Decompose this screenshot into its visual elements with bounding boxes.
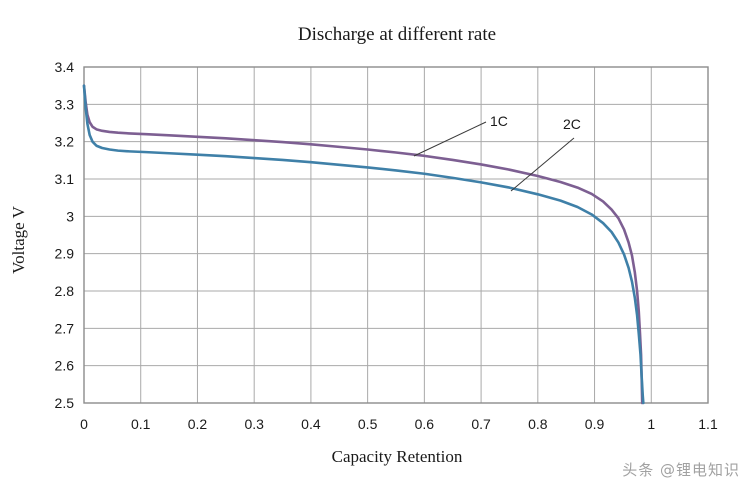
- x-tick-label: 0.6: [415, 416, 435, 432]
- chart-title: Discharge at different rate: [298, 24, 496, 45]
- y-axis-title: Voltage V: [9, 205, 28, 274]
- plot-area-border: [83, 66, 709, 404]
- series-line-1c: [82, 84, 644, 405]
- y-tick-label: 2.8: [55, 283, 75, 299]
- x-tick-label: 0.9: [585, 416, 605, 432]
- y-tick-label: 2.9: [55, 246, 75, 262]
- x-tick-label: 0.8: [528, 416, 548, 432]
- annotation-label-1c: 1C: [490, 113, 508, 129]
- x-tick-label: 0.5: [358, 416, 378, 432]
- annotation-leader-2c: [510, 137, 575, 192]
- y-tick-label: 3.1: [55, 171, 75, 187]
- x-tick-label: 0: [80, 416, 88, 432]
- series-line-2c: [82, 84, 645, 405]
- annotation-leader-1c: [413, 121, 487, 157]
- y-tick-label: 3.2: [55, 134, 75, 150]
- watermark: 头条 @锂电知识: [622, 461, 740, 479]
- x-tick-label: 0.7: [471, 416, 491, 432]
- x-axis-tick-labels: 0 0.1 0.2 0.3 0.4 0.5 0.6 0.7 0.8 0.9 1 1.1: [80, 416, 718, 432]
- series-annotations: 1C 2C: [413, 113, 581, 192]
- data-series-layer: [82, 84, 645, 405]
- x-tick-label: 0.1: [131, 416, 151, 432]
- annotation-label-2c: 2C: [563, 116, 581, 132]
- y-tick-label: 2.5: [55, 395, 75, 411]
- y-tick-label: 3.3: [55, 96, 75, 112]
- y-axis-tick-labels: 3.4 3.3 3.2 3.1 3 2.9 2.8 2.7 2.6 2.5: [55, 59, 75, 411]
- y-tick-label: 2.7: [55, 320, 75, 336]
- x-tick-label: 0.4: [301, 416, 321, 432]
- x-tick-label: 0.3: [244, 416, 264, 432]
- grid-lines: [83, 66, 709, 404]
- x-axis-title: Capacity Retention: [332, 447, 463, 466]
- y-tick-label: 3: [66, 208, 74, 224]
- x-tick-label: 1: [647, 416, 655, 432]
- x-tick-label: 0.2: [188, 416, 208, 432]
- y-tick-label: 3.4: [55, 59, 75, 75]
- y-tick-label: 2.6: [55, 358, 75, 374]
- x-tick-label: 1.1: [698, 416, 718, 432]
